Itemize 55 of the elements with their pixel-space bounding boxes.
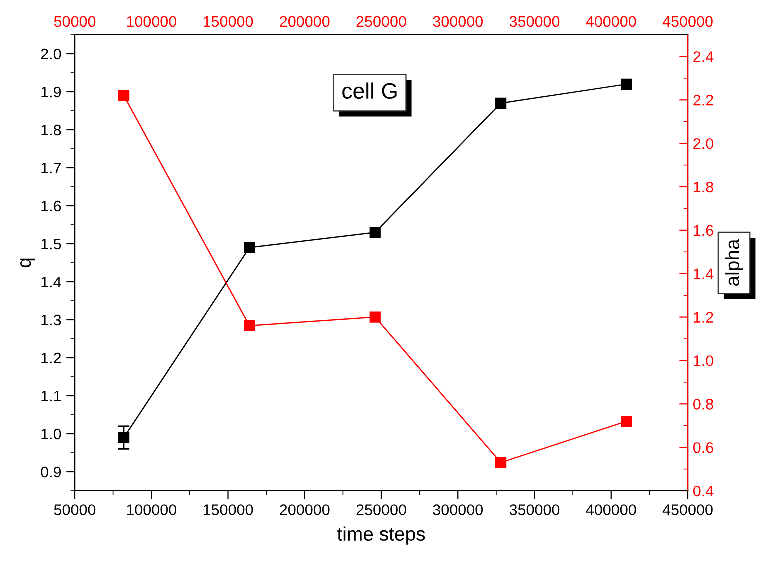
point (118, 90, 130, 102)
x-tick-label: 50000 (54, 16, 96, 28)
x2-tick-label: 50000 (54, 504, 96, 516)
y-tick-label: 1.6 (42, 200, 62, 212)
x2-tick-label: 250000 (356, 504, 406, 516)
x2-tick-label: 100000 (127, 504, 177, 516)
point (370, 312, 381, 323)
y-axis-title: q (20, 258, 36, 268)
y2-tick-label: 2.2 (694, 95, 714, 106)
annotation: cell G (342, 82, 397, 100)
y-tick-label: 2.0 (41, 48, 62, 60)
x2-tick-label: 200000 (280, 504, 330, 516)
x2-tick-label: 450000 (662, 504, 713, 516)
y-tick-label: 1.5 (42, 239, 62, 250)
x2-tick-label: 400000 (586, 504, 636, 516)
y2-tick-label: 0.8 (693, 399, 714, 410)
point (621, 416, 632, 428)
point (370, 227, 381, 238)
y2-tick-label: 0.4 (693, 486, 714, 497)
point (621, 78, 632, 90)
x-tick-label: 350000 (510, 16, 560, 28)
y-tick-label: 1.1 (42, 391, 62, 402)
x-tick-label: 450000 (662, 16, 713, 28)
y-tick-label: 1.2 (42, 352, 62, 364)
x-tick-label: 200000 (280, 16, 330, 28)
y2-axis-title: alpha (725, 239, 744, 286)
point (118, 432, 130, 444)
y-tick-label: 1.9 (42, 86, 62, 98)
y-tick-label: 1.3 (42, 314, 62, 326)
point (495, 98, 507, 109)
point (244, 320, 256, 332)
x-axis-title: time steps (337, 526, 426, 545)
y-tick-label: 1.4 (42, 277, 62, 288)
y2-tick-label: 1.0 (694, 356, 714, 366)
point (244, 242, 256, 254)
x2-tick-label: 350000 (510, 504, 560, 516)
y-tick-label: 1.0 (42, 428, 62, 440)
x-tick-label: 300000 (433, 16, 484, 28)
point (495, 457, 507, 468)
x2-tick-label: 300000 (433, 504, 484, 516)
y-tick-label: 1.7 (42, 163, 62, 174)
y-tick-label: 1.8 (42, 124, 62, 136)
y2-tick-label: 2.4 (694, 52, 714, 62)
y2-tick-label: 0.6 (693, 442, 714, 454)
y2-tick-label: 2.0 (694, 138, 714, 150)
x-tick-label: 100000 (127, 16, 177, 28)
y2-tick-label: 1.4 (694, 268, 714, 280)
x-tick-label: 150000 (204, 16, 254, 28)
y2-tick-label: 1.6 (694, 225, 714, 236)
y2-tick-label: 1.8 (694, 182, 714, 193)
x2-tick-label: 150000 (204, 504, 254, 516)
y2-tick-label: 1.2 (694, 312, 714, 323)
x-tick-label: 250000 (356, 16, 406, 28)
y-tick-label: 0.9 (41, 466, 62, 478)
x-tick-label: 400000 (586, 16, 636, 28)
